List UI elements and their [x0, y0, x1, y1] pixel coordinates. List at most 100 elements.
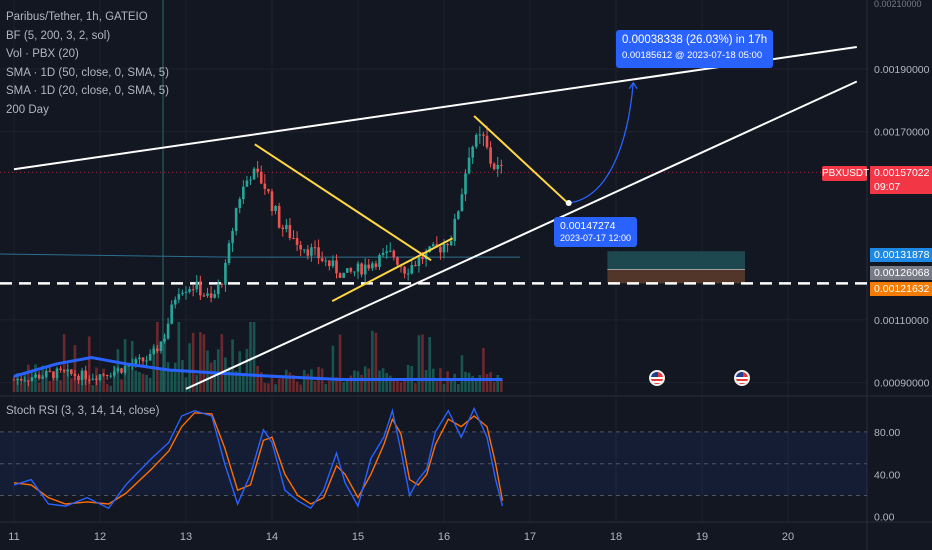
candle-body	[320, 258, 324, 261]
volume-bar	[396, 379, 399, 392]
volume-bar	[306, 373, 310, 392]
candle-body	[70, 369, 73, 374]
candle-body	[199, 281, 202, 296]
volume-bar	[66, 369, 70, 392]
candle-body	[152, 348, 156, 354]
candle-body	[159, 341, 163, 352]
candle-body	[141, 357, 145, 362]
volume-bar	[345, 381, 349, 392]
volume-bar	[310, 369, 313, 392]
volume-bar	[216, 349, 220, 392]
time-axis-label: 13	[180, 531, 192, 543]
projected-drop-line	[473, 115, 570, 205]
candle-body	[453, 218, 457, 242]
candle-body	[245, 180, 249, 187]
candle-body	[342, 272, 345, 278]
candle-body	[249, 179, 252, 181]
level-tag-mid: 0.00126068	[870, 266, 932, 280]
stoch-k-line	[13, 406, 504, 510]
candle-body	[446, 243, 449, 246]
volume-bar	[234, 371, 238, 392]
us-flag-event-icon[interactable]	[734, 370, 750, 386]
target-label[interactable]: 0.00147274 2023-07-17 12:00	[554, 217, 638, 247]
candle-body	[181, 292, 184, 295]
volume-bar	[138, 372, 141, 392]
candle-body	[406, 273, 410, 275]
candle-body	[242, 186, 245, 200]
volume-bar	[492, 381, 496, 392]
position-profit-zone	[607, 251, 745, 270]
candle-body	[424, 252, 428, 260]
volume-bar	[446, 371, 449, 392]
volume-bar	[12, 380, 16, 392]
volume-bar	[292, 375, 295, 392]
volume-bar	[399, 382, 403, 392]
volume-bar	[385, 372, 388, 392]
candle-body	[442, 243, 446, 253]
volume-bar	[256, 365, 259, 392]
candle-body	[467, 157, 471, 174]
candle-body	[166, 323, 170, 339]
volume-bar	[170, 370, 173, 392]
candle-body	[317, 247, 320, 259]
target-label-price: 0.00147274	[560, 220, 616, 232]
candle-body	[302, 249, 306, 251]
candle-body	[238, 199, 242, 209]
candle-body	[23, 380, 27, 382]
candle-body	[177, 294, 181, 300]
volume-bar	[457, 384, 460, 392]
volume-bar	[184, 377, 188, 392]
candle-body	[195, 281, 199, 290]
indicator-200-day[interactable]: 200 Day	[6, 103, 49, 116]
volume-bar	[159, 369, 163, 392]
candle-body	[77, 375, 80, 381]
volume-bar	[156, 322, 159, 392]
candle-body	[482, 134, 485, 136]
volume-bar	[277, 378, 281, 392]
axes: 11 12 13 14 15 16 17 18 19 20 0.00090000 0.00110000…	[8, 64, 929, 543]
candle-body	[16, 378, 19, 380]
symbol-title[interactable]: Paribus/Tether, 1h, GATEIO	[6, 11, 148, 23]
candle-body	[385, 251, 388, 253]
volume-bar	[188, 343, 191, 392]
volume-bar	[238, 351, 242, 392]
volume-bar	[324, 383, 328, 392]
candlesticks	[12, 125, 503, 387]
candle-body	[267, 188, 270, 192]
candle-body	[270, 191, 274, 211]
volume-bar	[338, 334, 342, 392]
indicator-sma-50[interactable]: SMA · 1D (50, close, 0, SMA, 5)	[6, 66, 169, 79]
volume-bar	[453, 373, 457, 392]
volume-bar	[259, 372, 263, 392]
volume-bar	[356, 371, 360, 392]
candle-body	[52, 371, 55, 378]
indicator-volume[interactable]: Vol · PBX (20)	[6, 48, 79, 61]
candle-body	[414, 264, 417, 266]
indicator-sma-20[interactable]: SMA · 1D (20, close, 0, SMA, 5)	[6, 85, 169, 98]
candle-body	[163, 338, 166, 342]
volume-bar	[30, 376, 34, 392]
projection-label[interactable]: 0.00038338 (26.03%) in 17h 0.00185612 @ …	[616, 30, 774, 68]
candle-body	[252, 168, 256, 180]
indicator-bf[interactable]: BF (5, 200, 3, 2, sol)	[6, 29, 111, 42]
time-axis-label: 20	[782, 531, 794, 543]
volume-bar	[295, 381, 299, 392]
stoch-rsi-label[interactable]: Stoch RSI (3, 3, 14, 14, close)	[6, 405, 160, 417]
us-flag-event-icon[interactable]	[649, 370, 665, 386]
candle-body	[381, 252, 385, 256]
candle-body	[231, 231, 234, 244]
candle-body	[188, 289, 191, 292]
volume-bar	[388, 375, 392, 392]
candle-body	[274, 205, 277, 211]
price-axis-label: 0.00090000	[874, 378, 930, 390]
volume-bar	[181, 359, 184, 392]
time-axis-label: 11	[8, 531, 19, 543]
candle-body	[388, 250, 392, 252]
wedge-lower-line	[331, 237, 454, 302]
time-axis-label: 12	[94, 531, 106, 543]
candle-body	[145, 360, 148, 362]
candle-body	[335, 260, 338, 274]
candle-body	[457, 211, 460, 219]
candle-body	[449, 241, 453, 246]
